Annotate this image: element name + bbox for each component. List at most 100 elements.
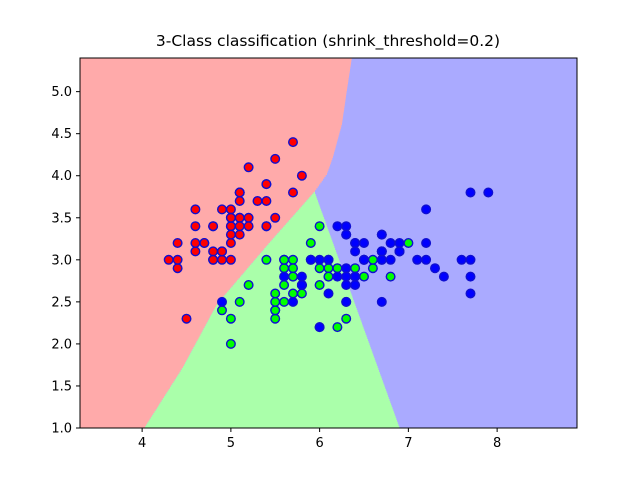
data-point-class-0 — [234, 187, 245, 198]
data-point-class-2 — [341, 229, 352, 240]
data-point-class-1 — [359, 271, 370, 282]
data-point-class-1 — [279, 263, 290, 274]
data-point-class-0 — [234, 195, 245, 206]
data-point-class-0 — [190, 237, 201, 248]
data-point-class-1 — [287, 288, 298, 299]
data-point-class-0 — [252, 195, 263, 206]
data-point-class-0 — [208, 254, 219, 265]
data-point-class-1 — [216, 305, 227, 316]
data-point-class-1 — [314, 221, 325, 232]
y-tick-label: 2.0 — [51, 337, 72, 352]
data-point-class-1 — [243, 279, 254, 290]
data-point-class-0 — [243, 162, 254, 173]
data-point-class-0 — [270, 153, 281, 164]
data-point-class-2 — [296, 271, 307, 282]
data-point-class-2 — [314, 322, 325, 333]
data-point-class-2 — [430, 263, 441, 274]
data-point-class-0 — [225, 229, 236, 240]
data-point-class-2 — [394, 246, 405, 257]
data-point-class-2 — [376, 296, 387, 307]
data-point-class-0 — [261, 221, 272, 232]
data-point-class-0 — [199, 237, 210, 248]
data-point-class-2 — [394, 237, 405, 248]
data-point-class-2 — [465, 254, 476, 265]
data-point-class-0 — [234, 212, 245, 223]
data-point-class-2 — [456, 254, 467, 265]
data-point-class-1 — [234, 296, 245, 307]
data-point-class-1 — [287, 254, 298, 265]
data-point-class-2 — [465, 187, 476, 198]
data-point-class-2 — [323, 254, 334, 265]
data-point-class-2 — [341, 279, 352, 290]
x-tick-label: 4 — [138, 436, 146, 451]
data-point-class-1 — [385, 271, 396, 282]
data-point-class-2 — [385, 237, 396, 248]
data-point-class-0 — [172, 237, 183, 248]
data-point-class-1 — [332, 263, 343, 274]
y-tick-label: 2.5 — [51, 295, 72, 310]
data-point-class-1 — [403, 237, 414, 248]
x-tick-label: 7 — [404, 436, 412, 451]
data-point-class-2 — [359, 254, 370, 265]
data-point-class-1 — [225, 338, 236, 349]
data-point-class-2 — [314, 254, 325, 265]
data-point-class-2 — [385, 254, 396, 265]
data-point-class-2 — [323, 288, 334, 299]
data-point-class-0 — [190, 221, 201, 232]
data-point-class-1 — [270, 305, 281, 316]
y-tick-label: 4.5 — [51, 127, 72, 142]
x-tick-label: 6 — [315, 436, 323, 451]
data-point-class-2 — [412, 254, 423, 265]
data-point-class-0 — [296, 170, 307, 181]
data-point-class-2 — [287, 296, 298, 307]
data-point-class-1 — [323, 271, 334, 282]
data-point-class-2 — [350, 279, 361, 290]
data-point-class-1 — [270, 288, 281, 299]
y-tick-label: 3.5 — [51, 211, 72, 226]
data-point-class-2 — [376, 229, 387, 240]
data-point-class-2 — [350, 271, 361, 282]
data-point-class-1 — [323, 263, 334, 274]
data-point-class-0 — [216, 204, 227, 215]
x-tick-label: 8 — [493, 436, 501, 451]
data-point-class-2 — [332, 221, 343, 232]
data-point-class-1 — [287, 271, 298, 282]
data-point-class-1 — [279, 279, 290, 290]
y-tick-label: 4.0 — [51, 169, 72, 184]
data-point-class-1 — [341, 313, 352, 324]
data-point-class-2 — [279, 271, 290, 282]
data-point-class-0 — [225, 221, 236, 232]
x-axis: 4 5 6 7 8 — [138, 428, 501, 451]
data-point-class-0 — [172, 263, 183, 274]
data-point-class-2 — [483, 187, 494, 198]
data-point-class-1 — [350, 263, 361, 274]
data-point-class-2 — [341, 221, 352, 232]
data-point-class-0 — [234, 221, 245, 232]
data-point-class-2 — [341, 271, 352, 282]
data-point-class-0 — [225, 254, 236, 265]
chart-title: 3-Class classification (shrink_threshold… — [156, 32, 500, 51]
data-point-class-0 — [163, 254, 174, 265]
data-point-class-0 — [287, 137, 298, 148]
data-point-class-0 — [190, 246, 201, 257]
data-point-class-2 — [296, 279, 307, 290]
data-point-class-0 — [216, 254, 227, 265]
y-tick-label: 1.0 — [51, 422, 72, 437]
data-point-class-2 — [341, 296, 352, 307]
data-point-class-2 — [421, 204, 432, 215]
data-point-class-0 — [261, 179, 272, 190]
y-axis: 1.0 1.5 2.0 2.5 3.0 3.5 4.0 4.5 5.0 — [51, 85, 80, 437]
data-point-class-1 — [332, 322, 343, 333]
data-point-class-0 — [225, 212, 236, 223]
data-point-class-1 — [314, 263, 325, 274]
data-point-class-1 — [270, 296, 281, 307]
data-point-class-2 — [341, 263, 352, 274]
data-point-class-0 — [234, 229, 245, 240]
data-point-class-2 — [350, 237, 361, 248]
data-point-class-1 — [367, 254, 378, 265]
data-point-class-1 — [296, 288, 307, 299]
data-point-class-1 — [367, 263, 378, 274]
data-point-class-2 — [438, 271, 449, 282]
data-point-class-0 — [208, 221, 219, 232]
